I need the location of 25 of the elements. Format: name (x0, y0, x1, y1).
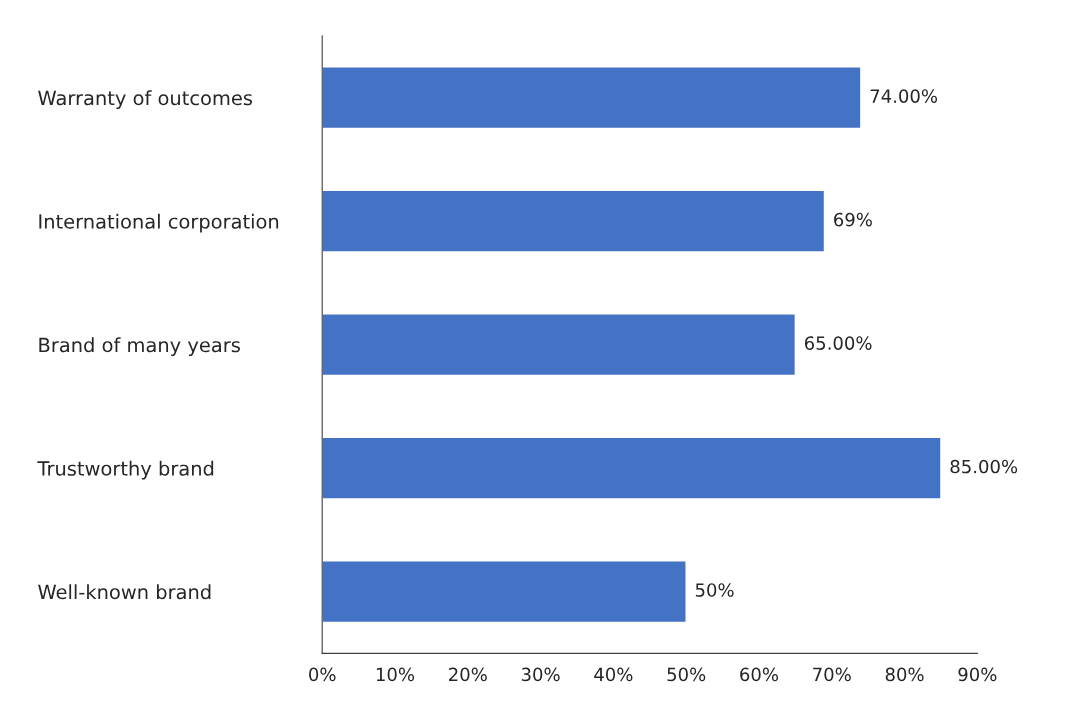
x-tick-label: 80% (885, 667, 924, 682)
y-tick-label: Warranty of outcomes (38, 90, 253, 110)
data-label: 69% (834, 212, 872, 227)
x-tick-label: 20% (449, 667, 487, 682)
data-label: 74.00% (870, 89, 938, 103)
data-label: 50% (695, 583, 734, 597)
y-tick-label: International corporation (39, 213, 279, 233)
bar (322, 189, 826, 253)
x-tick-label: 30% (521, 667, 560, 682)
y-tick-label: Trustworthy brand (37, 460, 214, 480)
x-tick-label: 10% (376, 667, 415, 682)
x-tick-label: 50% (667, 667, 706, 682)
x-tick-label: 0% (309, 667, 336, 682)
data-label: 85.00% (950, 459, 1018, 474)
bar (322, 313, 797, 377)
x-tick-label: 70% (813, 667, 851, 682)
x-tick-label: 60% (740, 667, 779, 682)
x-tick-label: 90% (958, 667, 997, 682)
y-tick-label: Brand of many years (39, 337, 240, 357)
x-tick-label: 40% (594, 667, 633, 682)
bar (322, 560, 687, 624)
y-tick-label: Well-known brand (38, 584, 211, 600)
bar (322, 436, 942, 500)
data-label: 65.00% (804, 336, 872, 350)
bar (322, 66, 862, 130)
